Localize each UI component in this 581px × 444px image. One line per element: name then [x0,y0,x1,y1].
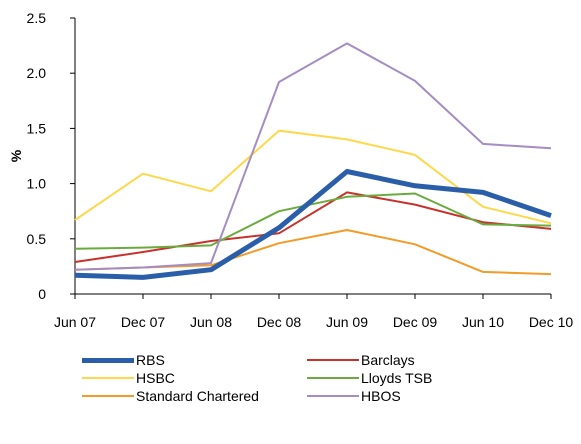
legend-swatch [307,359,359,361]
legend-swatch [307,377,359,379]
legend-swatch [82,357,134,363]
legend-item: Barclays [307,352,415,368]
legend-label: Standard Chartered [136,388,259,404]
y-axis-label: % [8,149,24,162]
series-line-rbs [74,169,552,280]
legend-swatch [82,395,134,397]
chart-axes [70,17,552,299]
x-tick-label: Dec 09 [393,314,438,330]
chart-tick-labels: 0 0.5 1.0 1.5 2.0 2.5 Jun 07 Dec 07 Jun 08 Dec 08… [8,10,573,330]
series-line-hbos [74,42,552,271]
x-tick-label: Jun 08 [190,314,232,330]
chart-series-lines [74,42,552,280]
legend-item: HSBC [82,370,175,386]
x-tick-label: Dec 10 [529,314,574,330]
x-tick-label: Dec 08 [257,314,302,330]
legend-item: RBS [82,352,165,368]
x-tick-label: Jun 10 [462,314,504,330]
legend-swatch [82,377,134,379]
legend-item: Standard Chartered [82,388,259,404]
series-line-lloyds-tsb [74,192,552,250]
legend-label: Barclays [361,352,415,368]
y-tick-label: 1.5 [27,120,47,136]
legend-swatch [307,395,359,397]
y-tick-label: 2.5 [27,10,47,26]
line-chart: 0 0.5 1.0 1.5 2.0 2.5 Jun 07 Dec 07 Jun 08 Dec 08… [8,10,573,330]
x-tick-label: Dec 07 [121,314,166,330]
legend-item: HBOS [307,388,401,404]
y-tick-label: 2.0 [27,65,47,81]
x-tick-label: Jun 09 [326,314,368,330]
legend-label: RBS [136,352,165,368]
y-tick-label: 0 [38,286,46,302]
y-tick-label: 0.5 [27,231,47,247]
x-tick-label: Jun 07 [54,314,96,330]
legend-label: HSBC [136,370,175,386]
legend-label: HBOS [361,388,401,404]
series-line-hsbc [74,129,552,225]
legend-item: Lloyds TSB [307,370,432,386]
y-tick-label: 1.0 [27,176,47,192]
legend-label: Lloyds TSB [361,370,433,386]
